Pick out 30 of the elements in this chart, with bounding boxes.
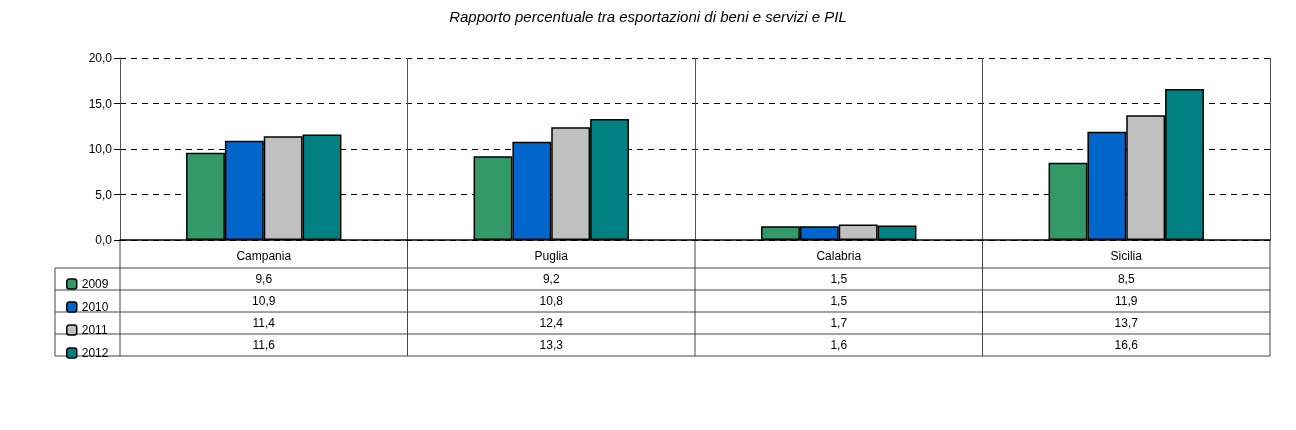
data-label: 10,8 — [539, 294, 564, 308]
x-tick-label: Sicilia — [1110, 249, 1143, 263]
data-label: 1,6 — [830, 338, 848, 352]
data-label: 8,5 — [1117, 272, 1135, 286]
data-label: 11,9 — [1115, 294, 1138, 308]
legend-label: 2009 — [81, 277, 109, 291]
data-label: 16,6 — [1114, 338, 1139, 352]
data-label: 11,4 — [252, 316, 276, 330]
legend-label: 2012 — [81, 346, 109, 360]
data-label: 13,3 — [539, 338, 564, 352]
legend-label: 2010 — [81, 300, 109, 314]
x-tick-label: Puglia — [534, 249, 569, 263]
legend-label: 2011 — [81, 323, 108, 337]
chart-title: Rapporto percentuale tra esportazioni di beni e servizi e PIL — [449, 8, 847, 25]
data-label: 9,6 — [255, 272, 273, 286]
data-label: 1,7 — [830, 316, 848, 330]
y-tick-label: 10,0 — [88, 142, 113, 156]
y-tick-label: 20,0 — [88, 51, 113, 65]
x-tick-label: Calabria — [816, 249, 862, 263]
data-label: 13,7 — [1114, 316, 1139, 330]
data-label: 1,5 — [830, 294, 848, 308]
data-label: 11,6 — [252, 338, 276, 352]
y-tick-label: 0,0 — [95, 233, 113, 247]
data-label: 10,9 — [252, 294, 276, 308]
data-label: 1,5 — [830, 272, 848, 286]
x-tick-label: Campania — [236, 249, 292, 263]
y-tick-label: 15,0 — [88, 96, 113, 111]
data-label: 9,2 — [542, 272, 560, 286]
y-tick-label: 5,0 — [95, 187, 113, 202]
data-label: 12,4 — [539, 316, 564, 330]
